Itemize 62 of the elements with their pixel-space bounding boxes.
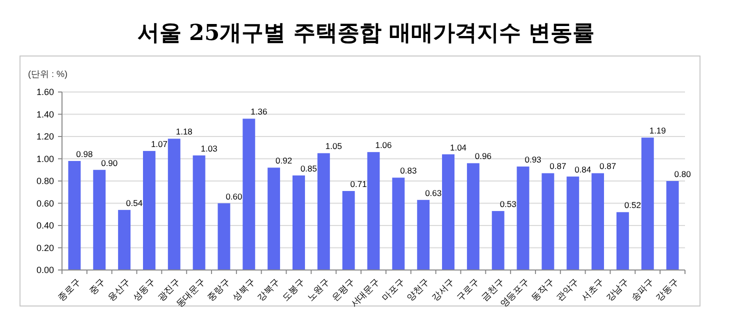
bar bbox=[492, 211, 504, 270]
data-label: 1.18 bbox=[176, 126, 193, 137]
y-tick-label: 0.20 bbox=[36, 242, 54, 253]
data-label: 0.52 bbox=[624, 200, 642, 210]
data-label: 1.36 bbox=[250, 106, 268, 117]
bar bbox=[417, 200, 430, 270]
data-label: 1.03 bbox=[200, 143, 218, 154]
bar bbox=[268, 168, 280, 270]
data-label: 0.83 bbox=[400, 166, 417, 176]
data-label: 1.05 bbox=[325, 141, 342, 152]
x-tick-label: 중구 bbox=[87, 276, 108, 296]
bar bbox=[442, 154, 454, 270]
bar bbox=[218, 203, 230, 270]
y-axis-title: (단위 : %) bbox=[28, 69, 68, 79]
bar bbox=[192, 155, 206, 270]
data-label: 0.63 bbox=[425, 188, 442, 198]
bar bbox=[168, 138, 180, 270]
y-tick-label: 1.60 bbox=[36, 87, 54, 98]
y-tick-label: 0.40 bbox=[36, 220, 54, 231]
bar bbox=[666, 181, 679, 270]
data-label: 0.60 bbox=[226, 191, 243, 202]
data-label: 0.87 bbox=[550, 161, 566, 172]
data-label: 0.96 bbox=[474, 151, 492, 162]
data-label: 1.06 bbox=[375, 140, 392, 150]
data-label: 0.93 bbox=[524, 154, 542, 165]
bar bbox=[292, 175, 305, 270]
bar bbox=[93, 170, 106, 270]
data-label: 0.54 bbox=[126, 198, 143, 208]
bar bbox=[542, 173, 554, 270]
data-label: 0.80 bbox=[674, 169, 692, 179]
data-label: 0.92 bbox=[276, 156, 292, 166]
data-label: 0.90 bbox=[101, 158, 118, 168]
bar bbox=[367, 152, 380, 270]
y-tick-label: 1.00 bbox=[36, 154, 54, 164]
y-tick-label: 0.00 bbox=[36, 265, 54, 276]
y-tick-label: 0.60 bbox=[36, 198, 54, 208]
data-label: 1.19 bbox=[649, 126, 666, 136]
data-label: 1.07 bbox=[150, 138, 168, 149]
data-label: 1.04 bbox=[450, 142, 467, 152]
bar bbox=[118, 210, 131, 270]
bar bbox=[242, 118, 256, 270]
bar bbox=[392, 178, 405, 270]
bar bbox=[566, 176, 580, 270]
bar bbox=[317, 153, 330, 270]
data-label: 0.84 bbox=[574, 164, 592, 175]
data-label: 0.71 bbox=[350, 179, 368, 190]
bar bbox=[616, 212, 629, 270]
y-tick-label: 1.20 bbox=[36, 132, 54, 142]
y-tick-label: 0.80 bbox=[36, 176, 54, 186]
bar bbox=[466, 163, 480, 270]
bar bbox=[342, 191, 355, 270]
data-label: 0.87 bbox=[600, 161, 616, 172]
bar bbox=[68, 160, 81, 270]
bar bbox=[641, 138, 654, 270]
data-label: 0.53 bbox=[500, 199, 517, 210]
bar bbox=[516, 166, 530, 270]
y-tick-label: 1.40 bbox=[36, 109, 54, 120]
data-label: 0.98 bbox=[76, 148, 94, 159]
chart-title: 서울 25개구별 주택종합 매매가격지수 변동률 bbox=[137, 20, 595, 46]
bar bbox=[142, 150, 156, 270]
bar bbox=[592, 173, 604, 270]
data-label: 0.85 bbox=[300, 163, 318, 174]
